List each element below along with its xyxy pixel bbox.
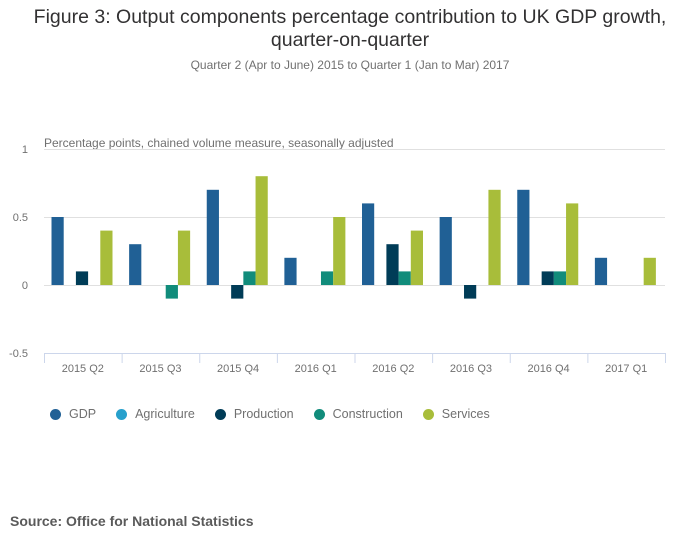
legend-marker-icon [50,408,61,420]
bar-gdp-2016-q1 [284,257,297,285]
y-tick-label: 0.5 [13,212,28,224]
bar-services-2016-q1 [333,217,346,285]
bar-services-2015-q2 [100,230,113,285]
legend-item-gdp[interactable]: GDP [50,407,96,421]
x-tick-label: 2017 Q1 [605,363,647,375]
chart-title: Figure 3: Output components percentage c… [0,6,700,52]
bar-gdp-2017-q1 [594,257,608,285]
x-tick-label: 2016 Q4 [527,363,569,375]
source-note: Source: Office for National Statistics [10,513,254,529]
legend-marker-icon [214,408,226,420]
legend-marker-icon [116,408,128,420]
bar-production-2016-q4 [541,271,554,285]
y-tick-label: 1 [22,144,28,156]
legend-label: Production [233,407,294,421]
legend-marker-icon [422,408,434,420]
bar-services-2015-q3 [177,230,191,285]
x-tick-label: 2016 Q3 [450,363,492,375]
chart-title-line-1: Figure 3: Output components percentage c… [33,6,667,28]
legend-item-services[interactable]: Services [422,407,490,421]
bar-services-2017-q1 [643,257,656,285]
legend-item-agriculture[interactable]: Agriculture [116,407,195,421]
bar-construction-2015-q4 [243,271,256,285]
legend-label: GDP [69,407,97,421]
bar-construction-2016-q1 [320,271,334,285]
legend-label: Construction [332,407,403,421]
bar-gdp-2015-q4 [206,189,219,285]
chart-legend: GDP Agriculture Production Construction Serv… [50,407,510,421]
bar-production-2015-q2 [75,271,89,285]
bar-gdp-2016-q2 [362,203,375,285]
x-tick-label: 2015 Q3 [139,363,181,375]
y-tick-label: -0.5 [9,348,28,360]
bar-services-2016-q2 [410,230,423,285]
bar-gdp-2015-q3 [129,244,142,285]
legend-marker-icon [313,408,325,420]
bar-services-2016-q4 [566,203,579,285]
bar-production-2016-q3 [464,285,477,299]
bar-chart: Percentage points, chained volume measur… [9,136,666,375]
bar-construction-2016-q2 [398,271,411,285]
legend-label: Agriculture [135,407,195,421]
chart-subtitle: Quarter 2 (Apr to June) 2015 to Quarter … [190,58,510,72]
legend-item-construction[interactable]: Construction [313,407,403,421]
x-tick-label: 2016 Q1 [295,363,337,375]
legend-item-production[interactable]: Production [214,407,294,421]
bar-gdp-2015-q2 [51,217,64,285]
x-tick-label: 2016 Q2 [372,363,414,375]
bar-services-2015-q4 [255,176,268,285]
x-tick-label: 2015 Q2 [62,363,104,375]
y-axis-label: Percentage points, chained volume measur… [44,136,394,150]
legend-label: Services [441,407,490,421]
bar-production-2015-q4 [231,285,244,299]
chart-title-line-2: quarter-on-quarter [270,29,430,51]
bar-construction-2015-q3 [165,285,178,299]
bar-gdp-2016-q3 [439,217,452,285]
x-tick-label: 2015 Q4 [217,363,259,375]
bar-gdp-2016-q4 [517,189,530,285]
bar-services-2016-q3 [488,189,501,285]
bar-production-2016-q2 [386,244,399,285]
bar-construction-2016-q4 [553,271,567,285]
y-tick-label: 0 [22,280,28,292]
